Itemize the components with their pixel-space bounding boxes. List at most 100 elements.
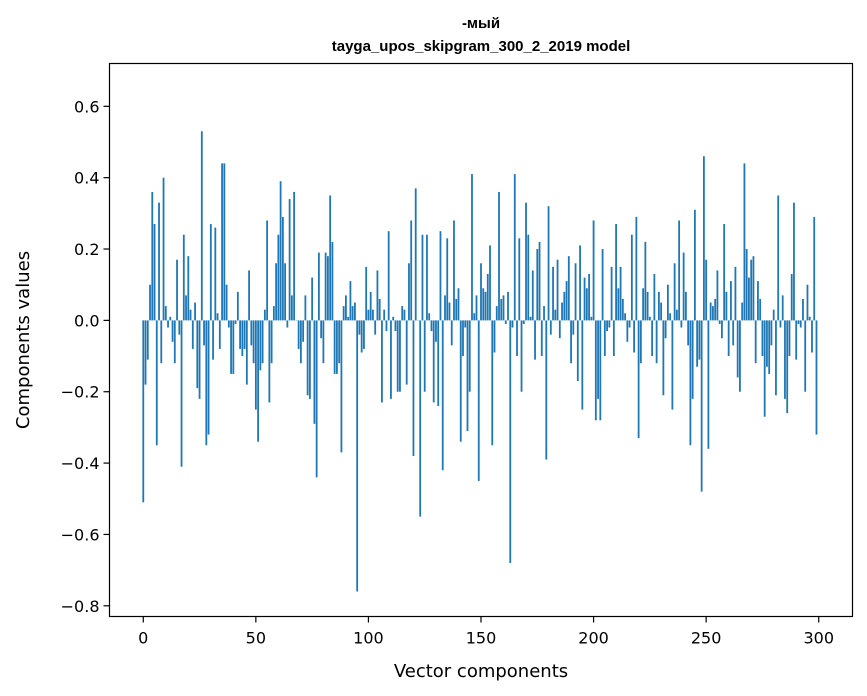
bar (187, 256, 190, 321)
bar (216, 313, 219, 321)
bar (799, 320, 802, 328)
bar (669, 313, 672, 321)
bar (705, 259, 708, 321)
bar (464, 320, 467, 328)
bar (752, 256, 755, 321)
x-tick-label: 250 (691, 629, 722, 648)
bar (435, 320, 437, 342)
bar (207, 320, 210, 435)
bar (419, 320, 422, 517)
bar (610, 266, 613, 321)
bar (606, 320, 608, 332)
bar (450, 320, 453, 346)
bar (703, 156, 705, 321)
bar (378, 298, 381, 321)
bar (342, 306, 345, 321)
bar (365, 266, 368, 321)
bar (657, 291, 660, 321)
bar (336, 320, 338, 374)
bar (741, 302, 744, 321)
bar (286, 320, 289, 328)
bar (727, 320, 730, 357)
bar (439, 231, 442, 321)
bar (263, 309, 266, 321)
bar (549, 320, 552, 335)
bar (513, 174, 516, 321)
bar (299, 320, 302, 364)
bar (358, 320, 361, 335)
bar (151, 191, 154, 321)
bar (698, 320, 701, 360)
bar (581, 320, 584, 410)
bar (531, 270, 534, 321)
bar (473, 313, 476, 321)
bar (209, 224, 212, 321)
bar (651, 320, 654, 357)
bar (315, 320, 318, 478)
bar (428, 313, 431, 321)
bar (489, 245, 491, 321)
bar (144, 320, 147, 385)
bar (482, 288, 485, 321)
bar (288, 199, 291, 321)
bar (662, 320, 665, 396)
bar (637, 320, 640, 439)
bar (223, 163, 226, 321)
bar (261, 320, 264, 364)
bar (205, 320, 208, 446)
bar (414, 188, 417, 321)
bar (241, 320, 244, 357)
bar (432, 320, 435, 403)
bar (396, 320, 399, 392)
bars-group (142, 131, 818, 592)
bar (648, 316, 651, 321)
bar (802, 298, 804, 321)
bar (790, 274, 793, 321)
bar (520, 320, 523, 392)
bar (565, 281, 568, 321)
bar (491, 320, 494, 446)
bar (736, 320, 739, 378)
bar (239, 320, 241, 349)
bar (306, 320, 309, 396)
chart-title: -мый (462, 15, 500, 32)
bar (558, 320, 561, 339)
bar (462, 320, 464, 357)
bar (297, 320, 300, 349)
bar (308, 320, 311, 399)
bar (534, 320, 536, 360)
bar (538, 241, 541, 321)
bar (311, 277, 314, 321)
x-tick-label: 100 (353, 629, 384, 648)
bar (169, 316, 172, 321)
bar (680, 320, 683, 328)
bar (176, 259, 178, 321)
bar (446, 238, 449, 321)
bar (329, 195, 332, 321)
bar (561, 302, 563, 321)
bar (279, 181, 282, 321)
bar (146, 320, 149, 360)
bar (644, 241, 647, 321)
y-tick-label: −0.8 (61, 597, 100, 616)
bar (786, 320, 789, 414)
bar (182, 234, 185, 321)
bar (437, 320, 440, 407)
bar (633, 320, 635, 353)
bar (164, 306, 167, 321)
bar (567, 256, 570, 321)
bar (340, 320, 343, 453)
bar (180, 320, 183, 467)
bar (387, 231, 390, 321)
bar (363, 320, 365, 349)
bar (243, 320, 246, 349)
bar (412, 320, 415, 456)
bar (793, 202, 795, 321)
bar (399, 320, 401, 392)
bar (653, 274, 656, 321)
bar (232, 320, 235, 374)
bar (441, 320, 444, 471)
bar (272, 306, 275, 321)
bar (563, 291, 566, 321)
bar (718, 320, 721, 324)
